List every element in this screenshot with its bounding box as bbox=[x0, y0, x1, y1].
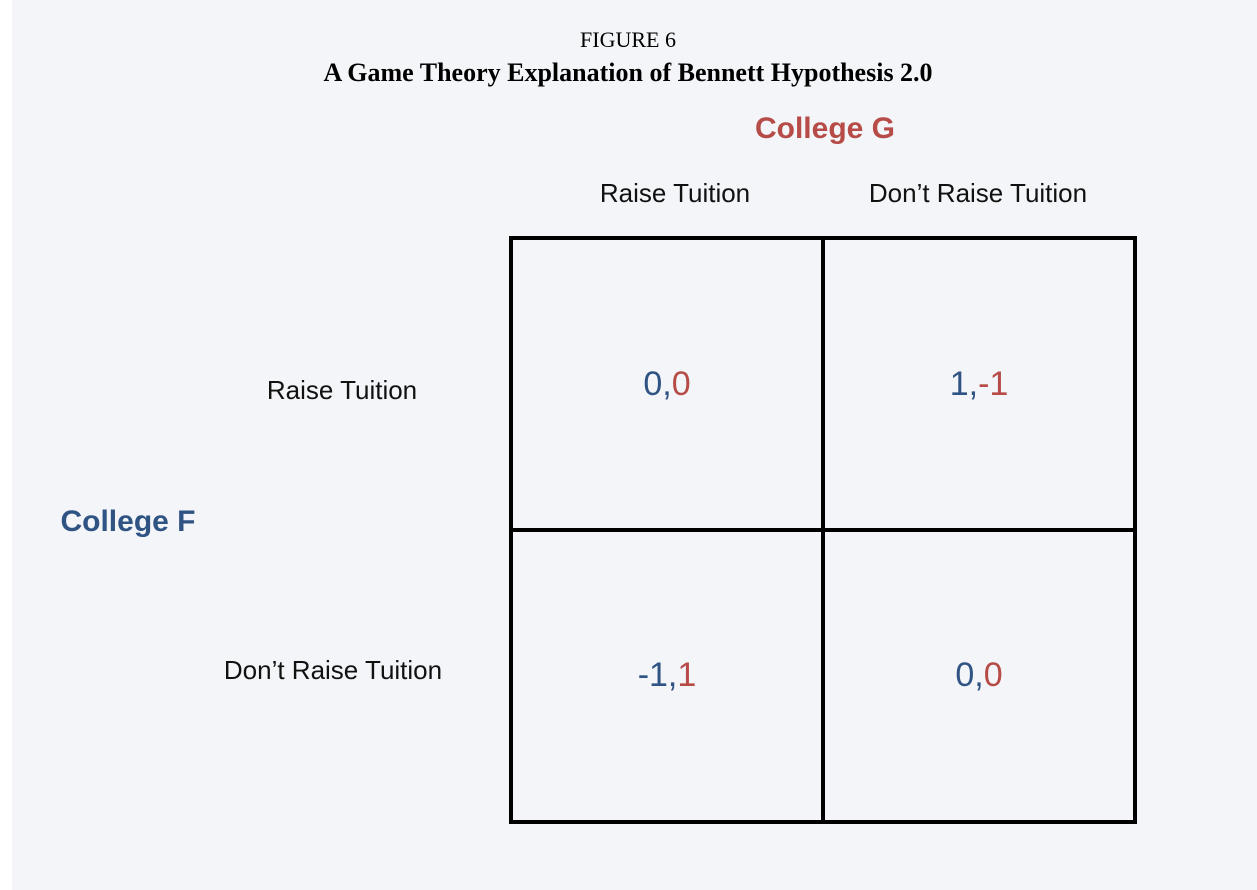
row-payoff: -1 bbox=[638, 656, 668, 694]
separator: , bbox=[969, 365, 978, 403]
figure-label: FIGURE 6 bbox=[580, 27, 676, 52]
payoff: 1,-1 bbox=[950, 365, 1009, 403]
payoff: 0,0 bbox=[955, 656, 1002, 694]
column-payoff: -1 bbox=[978, 365, 1008, 403]
column-payoff: 0 bbox=[984, 656, 1003, 694]
row-payoff: 1 bbox=[950, 365, 969, 403]
column-player: College G bbox=[755, 112, 895, 145]
column-payoff: 0 bbox=[672, 365, 691, 403]
background bbox=[12, 0, 1257, 890]
payoff-cells: 0,0 1,-1-1,1 0,0 bbox=[638, 365, 1009, 694]
column-payoff: 1 bbox=[677, 656, 696, 694]
payoff: 0,0 bbox=[643, 365, 690, 403]
payoff: -1,1 bbox=[638, 656, 697, 694]
separator: , bbox=[974, 656, 983, 694]
separator: , bbox=[662, 365, 671, 403]
row-player: College F bbox=[60, 505, 195, 538]
column-strategy: Don’t Raise Tuition bbox=[869, 178, 1087, 208]
row-strategy: Don’t Raise Tuition bbox=[224, 655, 442, 685]
column-strategy: Raise Tuition bbox=[600, 178, 750, 208]
payoff-grid bbox=[509, 236, 1137, 824]
row-strategy: Raise Tuition bbox=[267, 375, 417, 405]
separator: , bbox=[668, 656, 677, 694]
row-payoff: 0 bbox=[643, 365, 662, 403]
row-payoff: 0 bbox=[955, 656, 974, 694]
figure-title: A Game Theory Explanation of Bennett Hyp… bbox=[323, 58, 932, 87]
